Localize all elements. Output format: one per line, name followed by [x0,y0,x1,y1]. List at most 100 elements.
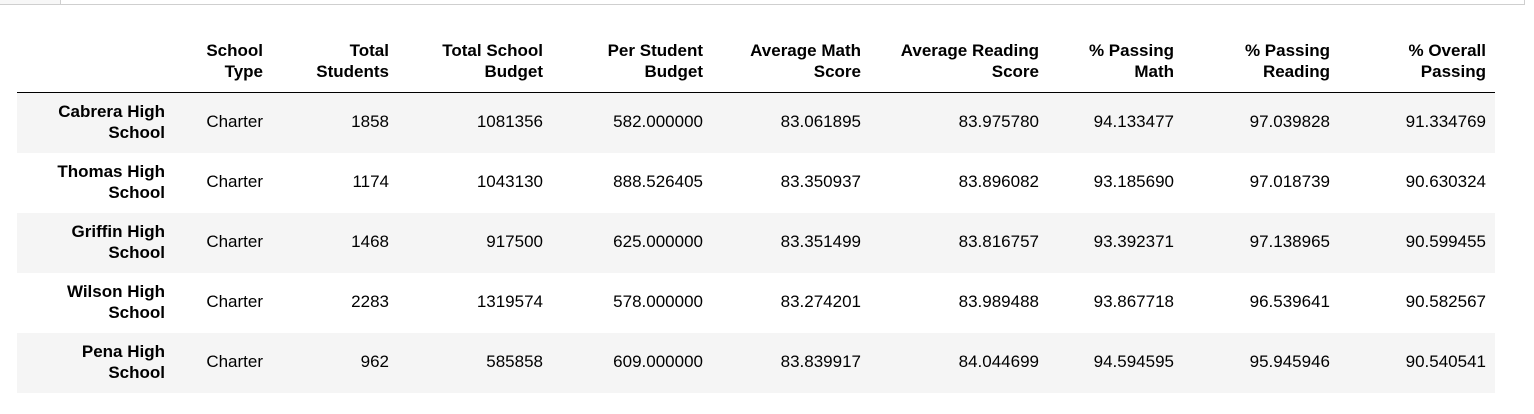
table-row: Wilson High School Charter 2283 1319574 … [17,272,1495,333]
cell-average-math-score: 83.350937 [780,172,861,191]
cell-total-school-budget: 1043130 [476,172,543,191]
cell-passing-math: 93.392371 [1093,232,1174,251]
cell-average-reading-score: 83.989488 [958,292,1039,311]
header-line: School [206,41,263,60]
cell-average-math-score: 83.351499 [780,232,861,251]
table-row: Cabrera High School Charter 1858 1081356… [17,92,1495,153]
column-header-per-student-budget: Per Student Budget [552,38,712,93]
table-row: Pena High School Charter 962 585858 609.… [17,332,1495,393]
output-frame-border [0,0,1525,5]
cell-passing-reading: 95.945946 [1249,352,1330,371]
school-summary-table: School Type Total Students Total School … [17,38,1495,393]
cell-overall-passing: 90.599455 [1405,232,1486,251]
header-line: Total School [442,41,543,60]
cell-school-type: Charter [206,232,263,251]
cell-passing-reading: 96.539641 [1249,292,1330,311]
cell-total-school-budget: 917500 [486,232,543,251]
cell-per-student-budget: 625.000000 [613,232,703,251]
cell-passing-math: 94.133477 [1093,112,1174,132]
cell-passing-reading: 97.138965 [1249,232,1330,251]
table-body: Cabrera High School Charter 1858 1081356… [17,92,1495,393]
cell-average-reading-score: 83.896082 [958,172,1039,191]
cell-total-students: 2283 [351,292,389,311]
school-name-line: School [108,362,165,382]
cell-average-reading-score: 83.975780 [958,112,1039,132]
cell-overall-passing: 90.582567 [1405,292,1486,311]
cell-total-school-budget: 1081356 [476,112,543,132]
cell-passing-math: 94.594595 [1093,352,1174,371]
header-line: Average Math [750,41,861,60]
cell-per-student-budget: 582.000000 [613,112,703,132]
cell-average-math-score: 83.061895 [780,112,861,132]
column-header-average-math-score: Average Math Score [712,38,870,93]
header-row: School Type Total Students Total School … [17,38,1495,93]
cell-total-students: 1468 [351,232,389,251]
cell-average-math-score: 83.839917 [780,352,861,371]
header-line: Score [991,62,1039,81]
column-header-average-reading-score: Average Reading Score [870,38,1048,93]
cell-per-student-budget: 578.000000 [613,292,703,311]
dataframe-output: School Type Total Students Total School … [17,38,1495,393]
cell-total-students: 1858 [351,112,389,132]
cell-overall-passing: 90.540541 [1405,352,1486,371]
prompt-area [0,0,61,4]
school-name-line: Wilson High [66,281,165,301]
school-name-line: Cabrera High [58,101,165,121]
cell-average-reading-score: 84.044699 [958,352,1039,371]
row-index-school-name: Wilson High School [17,273,174,333]
column-header-school-type: School Type [174,38,272,93]
header-line: Per Student [607,41,703,60]
header-line: Students [316,62,389,81]
header-line: % Passing [1088,41,1174,60]
column-header-overall-passing: % Overall Passing [1339,38,1495,93]
header-line: % Passing [1244,41,1330,60]
header-line: Reading [1262,62,1330,81]
cell-passing-reading: 97.018739 [1249,172,1330,191]
cell-school-type: Charter [206,292,263,311]
header-line: Score [813,62,861,81]
table-header: School Type Total Students Total School … [17,38,1495,93]
column-header-total-students: Total Students [272,38,398,93]
header-line: Passing [1420,62,1486,81]
cell-passing-math: 93.185690 [1093,172,1174,191]
school-name-line: Pena High [81,341,165,361]
column-header-total-school-budget: Total School Budget [398,38,552,93]
column-header-passing-reading: % Passing Reading [1183,38,1339,93]
cell-per-student-budget: 888.526405 [613,172,703,191]
cell-overall-passing: 91.334769 [1405,112,1486,132]
cell-total-students: 962 [360,352,389,371]
cell-average-reading-score: 83.816757 [958,232,1039,251]
header-line: Budget [484,62,543,81]
cell-total-students: 1174 [352,172,389,191]
cell-school-type: Charter [206,112,263,132]
row-index-school-name: Cabrera High School [17,93,174,153]
column-header-passing-math: % Passing Math [1048,38,1183,93]
header-line: Math [1134,62,1174,81]
cell-school-type: Charter [206,352,263,371]
table-row: Thomas High School Charter 1174 1043130 … [17,152,1495,213]
header-line: Budget [644,62,703,81]
table-row: Griffin High School Charter 1468 917500 … [17,212,1495,273]
index-header [17,38,174,93]
cell-overall-passing: 90.630324 [1405,172,1486,191]
cell-average-math-score: 83.274201 [780,292,861,311]
school-name-line: School [108,242,165,262]
row-index-school-name: Griffin High School [17,213,174,273]
header-line: Total [349,41,389,60]
row-index-school-name: Pena High School [17,333,174,393]
cell-passing-math: 93.867718 [1093,292,1174,311]
school-name-line: School [108,122,165,142]
school-name-line: School [108,302,165,322]
row-index-school-name: Thomas High School [17,153,174,213]
cell-school-type: Charter [206,172,263,191]
school-name-line: Griffin High [71,221,165,241]
header-line: % Overall [1408,41,1487,60]
cell-per-student-budget: 609.000000 [613,352,703,371]
school-name-line: Thomas High [57,161,165,181]
cell-total-school-budget: 1319574 [476,292,543,311]
header-line: Average Reading [900,41,1039,60]
cell-total-school-budget: 585858 [486,352,543,371]
header-line: Type [224,62,263,81]
school-name-line: School [108,182,165,202]
cell-passing-reading: 97.039828 [1249,112,1330,132]
